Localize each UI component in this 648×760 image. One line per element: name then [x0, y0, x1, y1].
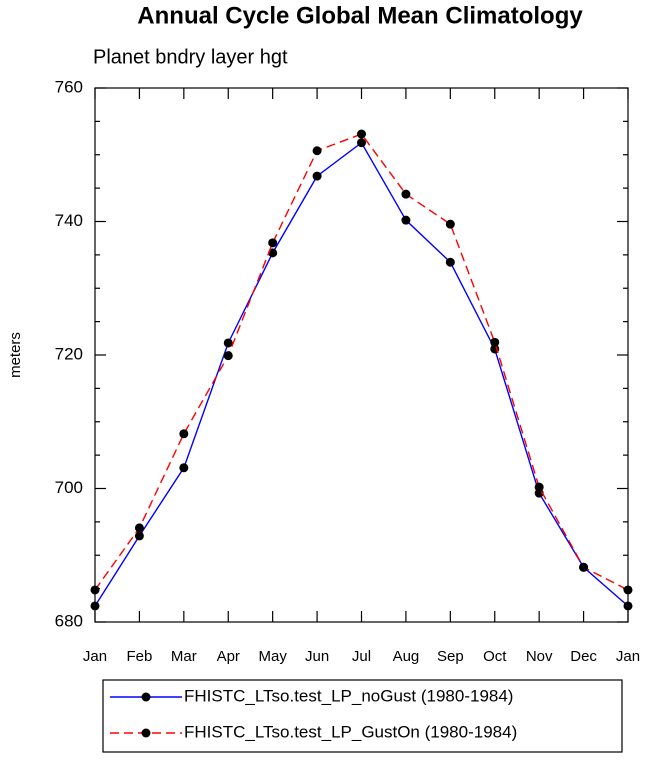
point: [623, 585, 633, 595]
point: [534, 482, 544, 492]
x-tick-label: Nov: [526, 648, 553, 665]
point: [268, 238, 278, 248]
x-tick-label: Jan: [83, 648, 107, 665]
point: [401, 189, 411, 199]
chart-title: Annual Cycle Global Mean Climatology: [137, 2, 583, 29]
x-tick-label: Mar: [171, 648, 197, 665]
legend-label: FHISTC_LTso.test_LP_GustOn (1980-1984): [184, 722, 517, 741]
x-tick-label: Apr: [217, 648, 240, 665]
point: [357, 138, 366, 148]
point: [312, 146, 322, 156]
point: [445, 219, 455, 229]
point: [490, 337, 500, 347]
x-tick-label: Sep: [437, 648, 464, 665]
point: [179, 463, 189, 473]
y-tick-label: 680: [55, 611, 83, 630]
x-tick-label: Jul: [352, 648, 371, 665]
point: [401, 215, 411, 225]
point: [623, 601, 633, 611]
point: [90, 601, 100, 611]
series-line: [94, 141, 629, 607]
plot-frame: [94, 87, 629, 623]
legend-marker: [141, 692, 151, 702]
point: [134, 523, 144, 533]
x-tick-label: Jun: [305, 648, 329, 665]
point: [579, 562, 589, 572]
series-line: [94, 133, 629, 591]
point: [312, 171, 322, 181]
y-tick-label: 720: [55, 344, 83, 363]
x-tick-label: Aug: [393, 648, 420, 665]
point: [223, 338, 233, 348]
y-axis-label: meters: [7, 332, 24, 378]
point: [134, 531, 144, 541]
point: [179, 429, 189, 439]
point: [445, 257, 455, 267]
point: [90, 585, 100, 595]
x-tick-label: Jan: [616, 648, 640, 665]
x-tick-label: Feb: [126, 648, 152, 665]
point: [268, 248, 278, 258]
y-tick-label: 700: [55, 478, 83, 497]
legend-box: [102, 679, 623, 753]
y-tick-label: 760: [55, 77, 83, 96]
x-tick-label: Dec: [570, 648, 597, 665]
chart-subtitle: Planet bndry layer hgt: [93, 46, 288, 68]
x-tick-label: May: [258, 648, 287, 665]
legend-marker: [141, 728, 151, 738]
y-tick-label: 740: [55, 211, 83, 230]
legend-label: FHISTC_LTso.test_LP_noGust (1980-1984): [184, 686, 513, 705]
x-tick-label: Oct: [483, 648, 507, 665]
point: [223, 351, 233, 361]
point: [357, 129, 366, 139]
